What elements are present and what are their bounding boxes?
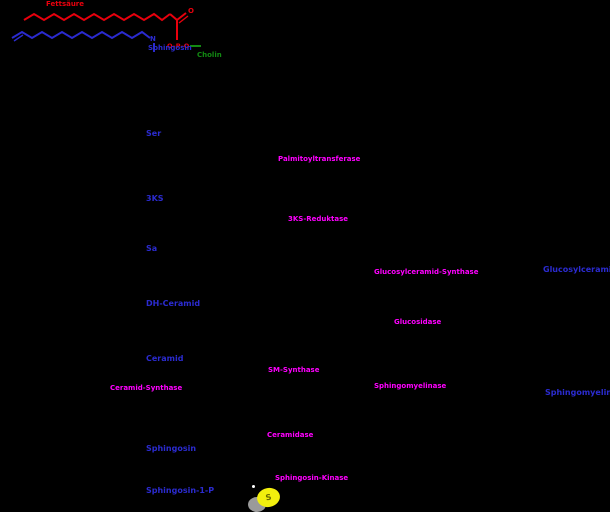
fatty-acid-label: Fettsäure [46, 0, 85, 8]
fatty-acid-chain: O O–P–O [23, 7, 194, 50]
nitrogen-atom: N [150, 35, 156, 43]
metabolite-sa: Sa [146, 244, 158, 253]
phosphate-group: O–P–O [167, 42, 190, 50]
metabolite-sphingosin-1-p: Sphingosin-1-P [146, 486, 215, 495]
choline-label: Cholin [197, 51, 222, 59]
metabolite-sphingosin: Sphingosin [146, 444, 197, 453]
enzyme-ceramidase: Ceramidase [267, 431, 314, 439]
sphingomyelin-structure: O O–P–O N [11, 7, 201, 52]
highlight-sparkle [252, 485, 255, 488]
enzyme-3ks-reduktase: 3KS-Reduktase [288, 215, 349, 223]
metabolite-3ks: 3KS [146, 194, 164, 203]
oxygen-atom-1: O [188, 7, 194, 15]
enzyme-sm-synthase: SM-Synthase [268, 366, 320, 374]
metabolite-ceramid: Ceramid [146, 354, 184, 363]
product-sphingomyelin: Sphingomyelin [545, 388, 610, 397]
metabolite-dh-ceramid: DH-Ceramid [146, 299, 201, 308]
sulfur-ball-label: S [264, 492, 273, 503]
sphingosine-chain: N [11, 30, 156, 52]
enzyme-glucosylceramid-synthase: Glucosylceramid-Synthase [374, 268, 479, 276]
enzyme-sphingosin-kinase: Sphingosin-Kinase [275, 474, 349, 482]
enzyme-glucosidase: Glucosidase [394, 318, 442, 326]
product-glucosylceramid: Glucosylceramid [543, 265, 610, 274]
sphingosine-label: Sphingosin [148, 44, 192, 52]
enzyme-palmitoyltransferase: Palmitoyltransferase [278, 155, 361, 163]
enzyme-ceramid-synthase: Ceramid-Synthase [110, 384, 183, 392]
metabolite-ser: Ser [146, 129, 162, 138]
enzyme-sphingomyelinase: Sphingomyelinase [374, 382, 447, 390]
